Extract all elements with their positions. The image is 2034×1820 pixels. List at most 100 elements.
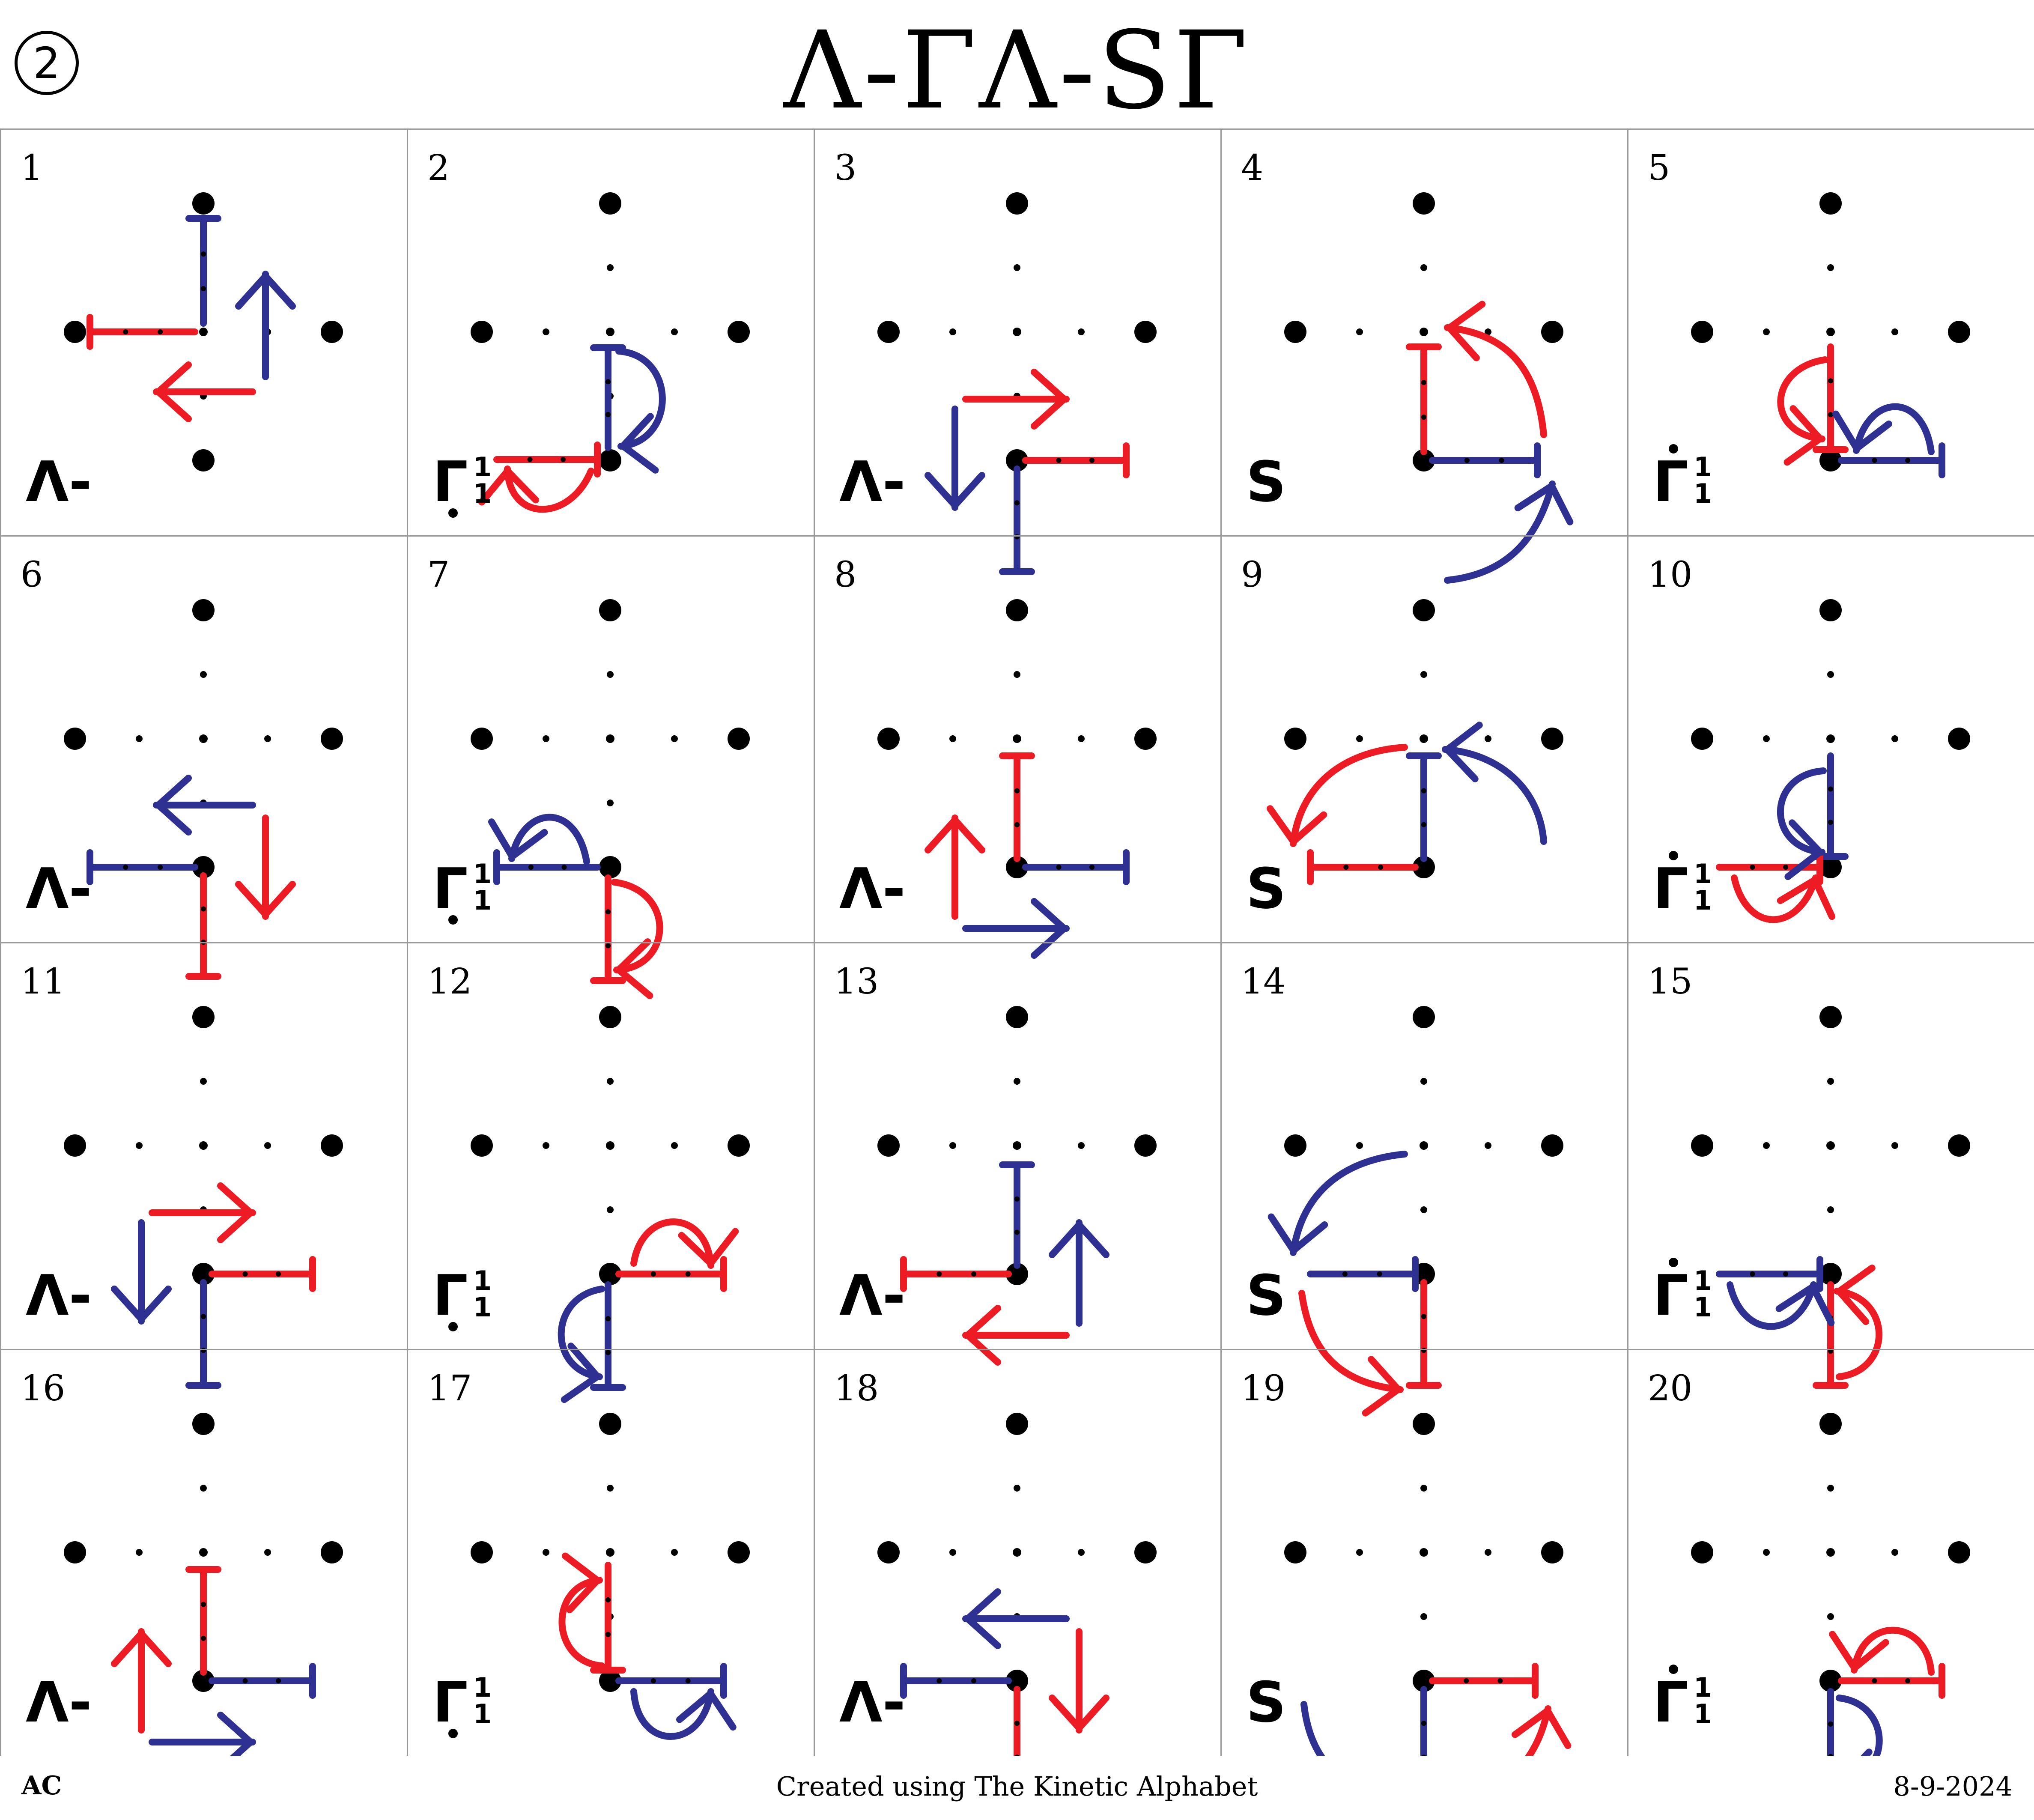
staff-mark <box>1750 1271 1755 1277</box>
red-motion-arrow <box>1829 1626 1935 1676</box>
staff-mark <box>1378 865 1384 870</box>
staff-mark <box>201 1602 206 1607</box>
staff-mark <box>1905 458 1911 463</box>
hand-point <box>321 728 343 750</box>
pictograph-cell: 19 S <box>1220 1349 1628 1756</box>
cell-border <box>1627 1349 2034 1756</box>
staff-mark <box>971 1678 977 1683</box>
staff-mark <box>276 1271 281 1277</box>
hand-point <box>877 321 900 343</box>
cell-number: 17 <box>427 1368 472 1409</box>
hand-point <box>599 856 621 878</box>
letter-subscript: 1 <box>473 478 492 509</box>
hand-point <box>1134 1134 1157 1157</box>
hand-point <box>599 1670 621 1692</box>
cell-number: 16 <box>21 1368 65 1409</box>
hand-point <box>728 728 750 750</box>
staff-mark <box>1783 1271 1789 1277</box>
layer-point <box>1827 1485 1834 1492</box>
layer-point <box>1891 1142 1898 1149</box>
layer-point <box>1891 1549 1898 1556</box>
pictograph-cell: 12 Γ 11 <box>407 942 815 1403</box>
blue-motion-arrow <box>1777 767 1827 880</box>
hand-point <box>1413 449 1435 471</box>
hand-point <box>1284 728 1306 750</box>
staff-mark <box>276 1678 281 1683</box>
staff-mark <box>971 1271 977 1277</box>
hand-point <box>599 1006 621 1028</box>
hand-point <box>1413 599 1435 621</box>
staff-mark <box>1499 458 1504 463</box>
center-point <box>1826 1548 1835 1557</box>
staff-mark <box>1421 380 1426 385</box>
staff-mark <box>1750 865 1755 870</box>
layer-point <box>1078 1142 1085 1149</box>
staff-mark <box>1421 1348 1426 1353</box>
red-motion-arrow <box>1731 874 1836 923</box>
layer-point <box>1827 1613 1834 1620</box>
center-point <box>1420 1141 1428 1150</box>
cell-letter: S <box>1246 1263 1286 1328</box>
hand-point <box>64 1541 86 1563</box>
hand-point <box>1134 728 1157 750</box>
staff-mark <box>1421 415 1426 420</box>
staff-mark <box>201 286 206 292</box>
cell-letter: Λ- <box>26 856 92 921</box>
hand-point <box>1819 1670 1842 1692</box>
layer-point <box>1078 328 1085 335</box>
footer-date: 8-9-2024 <box>1893 1771 2013 1802</box>
cell-number: 13 <box>834 961 879 1002</box>
cell-letter: Γ <box>1653 449 1688 514</box>
cell-letter: Λ- <box>26 1670 92 1735</box>
hand-point <box>1948 1541 1970 1563</box>
layer-point <box>671 1549 678 1556</box>
letter-dot <box>1669 1665 1678 1674</box>
hand-point <box>728 1134 750 1157</box>
red-motion-arrow <box>1444 301 1547 438</box>
center-point <box>199 1141 208 1150</box>
letter-subscript: 1 <box>473 1698 492 1730</box>
center-point <box>1420 734 1428 743</box>
cell-letter: Γ <box>1653 856 1688 921</box>
pictograph-cell: 3 Λ- <box>814 128 1222 575</box>
layer-point <box>543 735 549 742</box>
pictograph-cell: 4S <box>1220 128 1628 584</box>
staff-mark <box>1464 1678 1469 1683</box>
hand-point <box>599 1263 621 1285</box>
pictograph-cell: 1 Λ- <box>0 128 408 537</box>
cell-number: 4 <box>1241 148 1263 188</box>
cell-number: 20 <box>1648 1368 1692 1409</box>
staff-mark <box>605 909 611 915</box>
blue-motion-arrow <box>1836 1695 1883 1756</box>
red-motion-arrow <box>630 1218 739 1269</box>
staff-mark <box>1421 822 1426 827</box>
hand-point <box>192 599 215 621</box>
hand-point <box>1413 192 1435 215</box>
layer-point <box>264 1142 271 1149</box>
hand-point <box>1413 1413 1435 1435</box>
letter-dot <box>448 1729 458 1738</box>
center-point <box>1013 328 1021 336</box>
cell-letter: Γ <box>432 1263 468 1328</box>
layer-point <box>1891 328 1898 335</box>
layer-point <box>1891 735 1898 742</box>
staff-mark <box>158 865 163 870</box>
cell-letter: Λ- <box>839 856 906 921</box>
layer-point <box>949 1549 956 1556</box>
center-point <box>606 1548 614 1557</box>
staff-mark <box>561 457 566 462</box>
letter-superscript: 1 <box>1694 1672 1712 1703</box>
staff-mark <box>1343 865 1349 870</box>
cell-letter: S <box>1246 856 1286 921</box>
layer-point <box>1420 1485 1427 1492</box>
hand-point <box>1134 321 1157 343</box>
page-number: 2 <box>33 38 60 88</box>
layer-point <box>1827 671 1834 678</box>
cell-letter: Λ- <box>839 1263 906 1328</box>
hand-point <box>1541 728 1563 750</box>
hand-point <box>1006 856 1028 878</box>
hand-point <box>728 1541 750 1563</box>
staff-mark <box>242 1678 248 1683</box>
pictograph-cell: 20 Γ 11 <box>1627 1349 2034 1756</box>
staff-mark <box>1422 1754 1426 1756</box>
